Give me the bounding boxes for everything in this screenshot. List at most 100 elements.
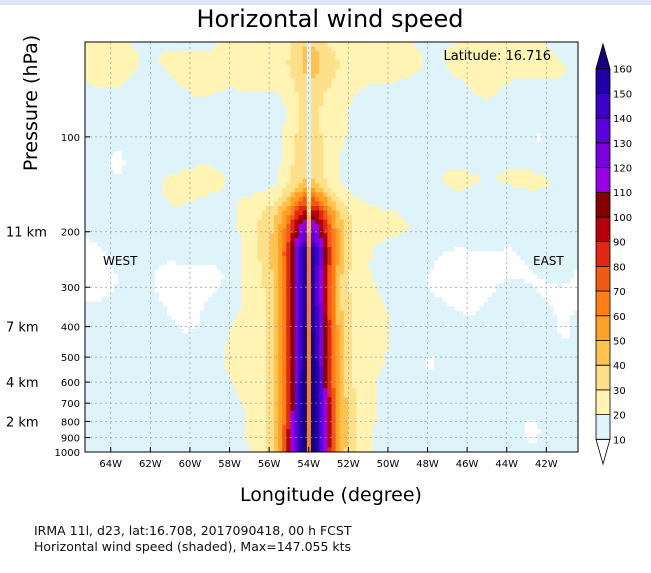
heatmap-cell [499,124,505,130]
heatmap-cell [384,146,390,152]
heatmap-cell [310,119,316,125]
heatmap-cell [376,124,382,130]
heatmap-cell [228,187,234,193]
heatmap-cell [253,101,259,107]
heatmap-cell [265,101,271,107]
heatmap-cell [565,178,571,184]
heatmap-cell [442,137,448,143]
heatmap-cell [434,169,439,175]
heatmap-cell [528,128,534,134]
heatmap-cell [360,119,365,125]
heatmap-cell [228,119,234,125]
heatmap-cell [417,83,423,89]
heatmap-cell [253,105,259,111]
heatmap-cell [524,110,530,116]
heatmap-cell [290,51,296,57]
heatmap-cell [216,146,222,152]
heatmap-cell [347,201,353,207]
heatmap-cell [339,174,345,180]
heatmap-cell [212,119,218,125]
heatmap-cell [134,201,140,207]
heatmap-cell [175,119,181,125]
heatmap-cell [273,151,279,157]
heatmap-cell [508,128,513,134]
heatmap-cell [573,224,578,230]
heatmap-cell [212,151,218,157]
heatmap-cell [273,219,279,225]
heatmap-cell [228,160,234,166]
heatmap-cell [475,101,480,107]
heatmap-cell [282,133,287,139]
heatmap-cell [364,187,370,193]
heatmap-cell [310,142,316,148]
heatmap-cell [397,105,402,111]
heatmap-cell [237,169,242,175]
heatmap-cell [499,206,505,212]
heatmap-cell [442,142,448,148]
heatmap-cell [130,55,135,61]
heatmap-cell [528,215,534,221]
heatmap-cell [417,174,423,180]
heatmap-cell [282,124,287,130]
heatmap-cell [393,169,398,175]
heatmap-cell [191,73,197,80]
heatmap-cell [458,46,464,52]
heatmap-cell [347,73,353,80]
heatmap-cell [512,114,517,121]
heatmap-cell [101,96,107,102]
heatmap-cell [557,124,563,130]
heatmap-cell [491,55,497,61]
heatmap-cell [442,151,448,157]
heatmap-cell [241,51,246,57]
heatmap-cell [158,110,164,116]
heatmap-cell [212,137,218,143]
heatmap-cell [442,119,448,125]
heatmap-cell [405,124,411,130]
heatmap-cell [360,105,365,111]
heatmap-cell [216,215,222,221]
heatmap-cell [425,128,431,134]
heatmap-cell [471,96,476,102]
heatmap-cell [557,114,563,121]
heatmap-cell [471,73,476,80]
heatmap-cell [93,133,98,139]
heatmap-cell [89,210,94,216]
heatmap-cell [561,165,567,171]
heatmap-cell [438,155,444,162]
heatmap-cell [479,210,485,216]
heatmap-cell [458,183,464,189]
heatmap-cell [224,142,230,148]
heatmap-cell [126,105,131,111]
heatmap-cell [286,219,292,225]
heatmap-cell [331,83,337,89]
heatmap-cell [372,96,378,102]
heatmap-cell [520,64,526,70]
heatmap-cell [93,73,98,80]
heatmap-cell [335,55,341,61]
heatmap-cell [183,69,189,75]
heatmap-cell [557,151,563,157]
heatmap-cell [438,73,444,80]
heatmap-cell [241,133,246,139]
heatmap-cell [191,151,197,157]
heatmap-cell [343,96,349,102]
heatmap-cell [499,55,505,61]
heatmap-cell [553,187,559,193]
heatmap-cell [179,151,185,157]
heatmap-cell [146,73,152,80]
heatmap-cell [175,78,181,84]
heatmap-cell [232,46,238,52]
heatmap-cell [232,124,238,130]
heatmap-cell [212,165,218,171]
heatmap-cell [195,183,201,189]
heatmap-cell [487,183,493,189]
heatmap-cell [462,124,468,130]
heatmap-cell [352,42,357,48]
heatmap-cell [154,187,160,193]
heatmap-cell [315,110,320,116]
heatmap-cell [446,206,452,212]
heatmap-cell [171,119,176,125]
heatmap-cell [327,201,333,207]
heatmap-cell [257,206,263,212]
heatmap-cell [290,60,296,66]
